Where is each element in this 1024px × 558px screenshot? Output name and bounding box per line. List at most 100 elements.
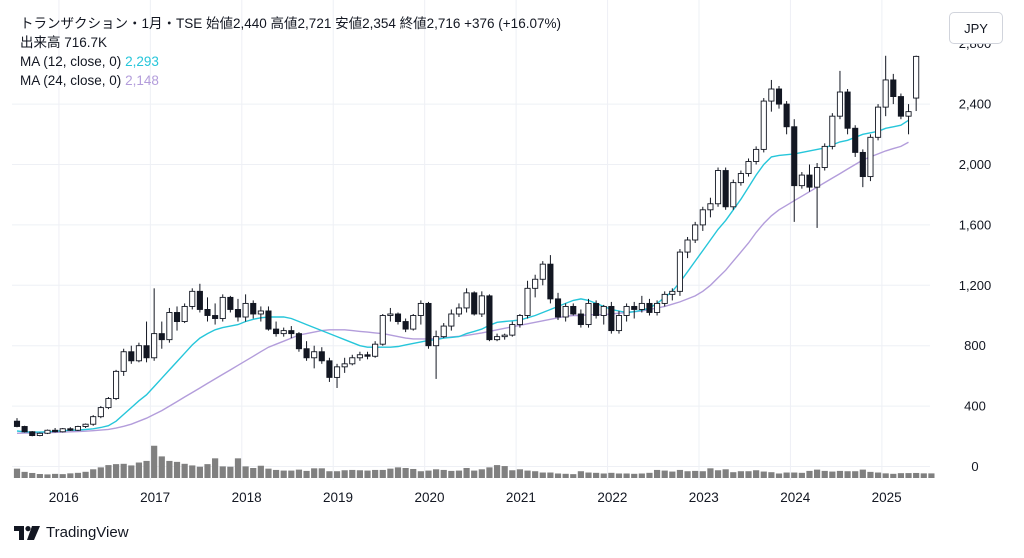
candle-down [318, 351, 325, 362]
volume-bar [905, 473, 912, 478]
volume-bar [379, 469, 386, 478]
volume-bar [82, 471, 89, 478]
volume-bar [13, 468, 21, 478]
volume-bar [234, 458, 242, 478]
candle-up [730, 182, 737, 208]
candle-up [821, 145, 828, 168]
candle-down [29, 431, 36, 436]
candle-up [189, 290, 196, 307]
volume-bar [181, 463, 188, 478]
volume-bar [676, 469, 684, 478]
candle-up [562, 305, 569, 318]
candle-down [288, 330, 295, 335]
candle-down [326, 360, 333, 378]
volume-bar [615, 473, 623, 478]
candle-down [722, 170, 729, 208]
candle-up [905, 111, 912, 117]
x-tick-label: 2023 [689, 490, 719, 505]
candle-up [753, 148, 760, 162]
x-tick-label: 2018 [232, 490, 262, 505]
volume-bar [737, 471, 744, 478]
candle-up [90, 416, 97, 425]
candle-up [280, 330, 287, 335]
volume-bar [783, 472, 790, 478]
volume-bar [836, 470, 844, 478]
symbol-title: トランザクション・1月・TSE 始値2,440 高値2,721 安値2,354 … [20, 16, 561, 31]
candle-up [36, 432, 43, 436]
candle-up [135, 345, 142, 362]
candle-down [554, 298, 562, 318]
candle-up [333, 366, 341, 378]
x-tick-label: 2019 [323, 490, 353, 505]
candle-down [273, 328, 280, 335]
candle-down [196, 290, 203, 310]
candle-up [97, 407, 104, 418]
y-tick-label: 2,000 [959, 157, 992, 172]
candle-down [859, 151, 866, 178]
candle-up [82, 423, 89, 427]
volume-bar [714, 470, 722, 478]
volume-bar [372, 469, 379, 478]
candle-up [699, 209, 706, 226]
candle-up [707, 203, 714, 211]
candle-up [836, 91, 844, 117]
volume-value: 716.7K [64, 35, 108, 50]
chart-legend: トランザクション・1月・TSE 始値2,440 高値2,721 安値2,354 … [20, 14, 561, 90]
candle-up [356, 354, 363, 359]
volume-bar [341, 470, 348, 478]
candle-up [638, 302, 645, 310]
volume-bar [364, 470, 371, 478]
volume-bar [768, 472, 775, 478]
candle-up [913, 55, 920, 99]
volume-bar [874, 472, 882, 478]
volume-bar [21, 471, 28, 478]
volume-bar [67, 473, 74, 478]
volume-bar [288, 470, 295, 478]
volume-bar [227, 466, 234, 478]
candle-up [44, 429, 51, 434]
volume-bar [928, 473, 935, 478]
volume-bar [692, 470, 699, 478]
volume-bar [212, 458, 219, 478]
candle-up [242, 302, 249, 318]
candle-up [448, 313, 455, 327]
candle-up [768, 88, 775, 102]
candle-down [234, 309, 242, 318]
volume-bar [204, 464, 211, 478]
candle-up [181, 305, 188, 322]
volume-bar [539, 472, 546, 478]
currency-button[interactable]: JPY [949, 12, 1003, 44]
candle-down [890, 79, 897, 98]
volume-bar [829, 471, 836, 478]
candle-down [128, 351, 135, 362]
candle-up [524, 287, 531, 316]
volume-bar [52, 473, 59, 478]
x-tick-label: 2025 [872, 490, 902, 505]
candle-down [173, 312, 181, 322]
candle-down [547, 263, 554, 300]
candle-down [394, 313, 402, 322]
volume-bar [257, 465, 264, 478]
candle-up [59, 428, 66, 433]
volume-bar [158, 456, 165, 478]
y-tick-label: 400 [964, 399, 986, 414]
candle-up [684, 239, 691, 253]
volume-bar [844, 471, 851, 478]
volume-bar [897, 473, 905, 478]
volume-bar [295, 469, 303, 478]
candle-down [791, 126, 798, 187]
candle-up [661, 293, 668, 304]
candle-down [13, 420, 21, 427]
candle-down [608, 305, 615, 332]
candle-down [250, 302, 257, 315]
volume-bar [775, 473, 783, 478]
volume-bar [684, 471, 691, 478]
price-chart[interactable]: 04008001,2001,6002,0002,4002,80020162017… [0, 0, 1024, 522]
candle-down [471, 292, 478, 315]
volume-bar [852, 471, 859, 478]
volume-bar [471, 470, 478, 478]
tradingview-brand[interactable]: TradingView [14, 524, 129, 541]
candle-up [692, 224, 699, 241]
y-tick-label: 1,200 [959, 278, 992, 293]
volume-bar [821, 470, 828, 478]
